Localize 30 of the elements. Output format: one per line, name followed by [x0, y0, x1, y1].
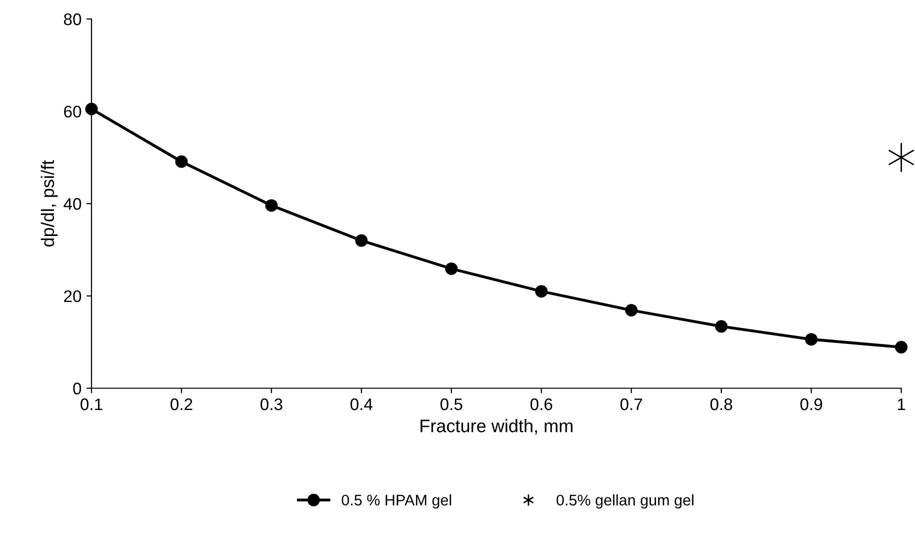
y-tick-label: 40 [64, 198, 82, 210]
x-tick-label: 0.6 [530, 398, 552, 410]
y-tick-label: 20 [64, 290, 82, 302]
point [535, 285, 548, 298]
point [355, 234, 368, 247]
x-tick-label: 0.3 [260, 398, 282, 410]
legend-label: 0.5% gellan gum gel [556, 494, 694, 509]
point [895, 340, 908, 354]
point [625, 304, 638, 316]
x-tick-label: 0.7 [620, 398, 642, 410]
point [888, 142, 914, 172]
point [175, 155, 188, 168]
x-tick-label: 0.5 [440, 398, 462, 410]
point [265, 199, 278, 212]
x-tick-label: 0.4 [350, 398, 373, 410]
point [445, 262, 458, 275]
y-tick-label: 60 [64, 106, 82, 118]
y-tick-label: 0 [73, 382, 82, 394]
point [715, 320, 728, 333]
y-axis-title: dp/dl, psi/ft [40, 160, 58, 247]
x-tick-label: 0.2 [170, 398, 192, 410]
legend-label: 0.5 % HPAM gel [342, 494, 452, 509]
point [85, 102, 98, 116]
x-axis-title: Fracture width, mm [420, 419, 572, 434]
point [805, 333, 818, 346]
y-tick-label: 80 [64, 13, 82, 26]
x-tick-label: 1 [898, 398, 906, 410]
x-tick-label: 0.1 [80, 398, 102, 410]
x-tick-label: 0.9 [800, 398, 822, 410]
x-tick-label: 0.8 [710, 398, 732, 410]
